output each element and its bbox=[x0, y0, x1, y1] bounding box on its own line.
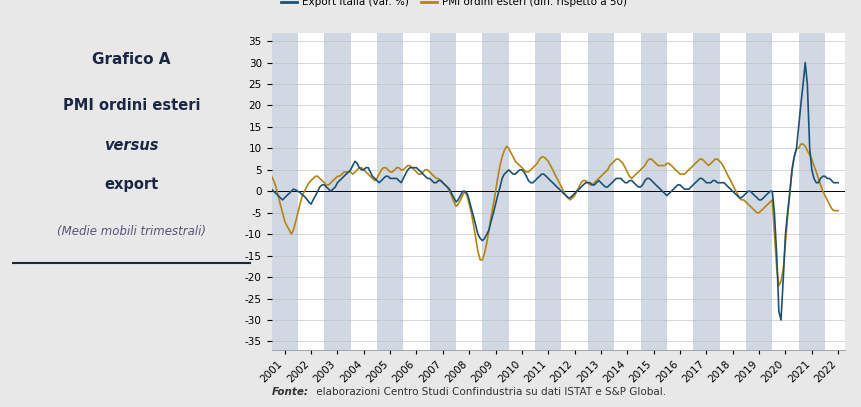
Bar bbox=[535, 33, 561, 350]
Bar bbox=[587, 33, 613, 350]
Bar bbox=[376, 33, 403, 350]
Bar bbox=[745, 33, 771, 350]
Bar bbox=[482, 33, 508, 350]
Bar bbox=[797, 33, 824, 350]
Text: Fonte:: Fonte: bbox=[271, 387, 308, 397]
Bar bbox=[640, 33, 666, 350]
Bar bbox=[692, 33, 719, 350]
Legend: Export Italia (var. %), PMI ordini esteri (diff. rispetto a 50): Export Italia (var. %), PMI ordini ester… bbox=[276, 0, 630, 12]
Bar bbox=[324, 33, 350, 350]
Bar bbox=[429, 33, 455, 350]
Text: versus: versus bbox=[104, 138, 158, 153]
Bar bbox=[271, 33, 298, 350]
Text: (Medie mobili trimestrali): (Medie mobili trimestrali) bbox=[57, 225, 206, 238]
Text: elaborazioni Centro Studi Confindustria su dati ISTAT e S&P Global.: elaborazioni Centro Studi Confindustria … bbox=[313, 387, 666, 397]
Text: PMI ordini esteri: PMI ordini esteri bbox=[63, 98, 200, 113]
Text: Grafico A: Grafico A bbox=[92, 52, 170, 67]
Text: export: export bbox=[104, 177, 158, 192]
